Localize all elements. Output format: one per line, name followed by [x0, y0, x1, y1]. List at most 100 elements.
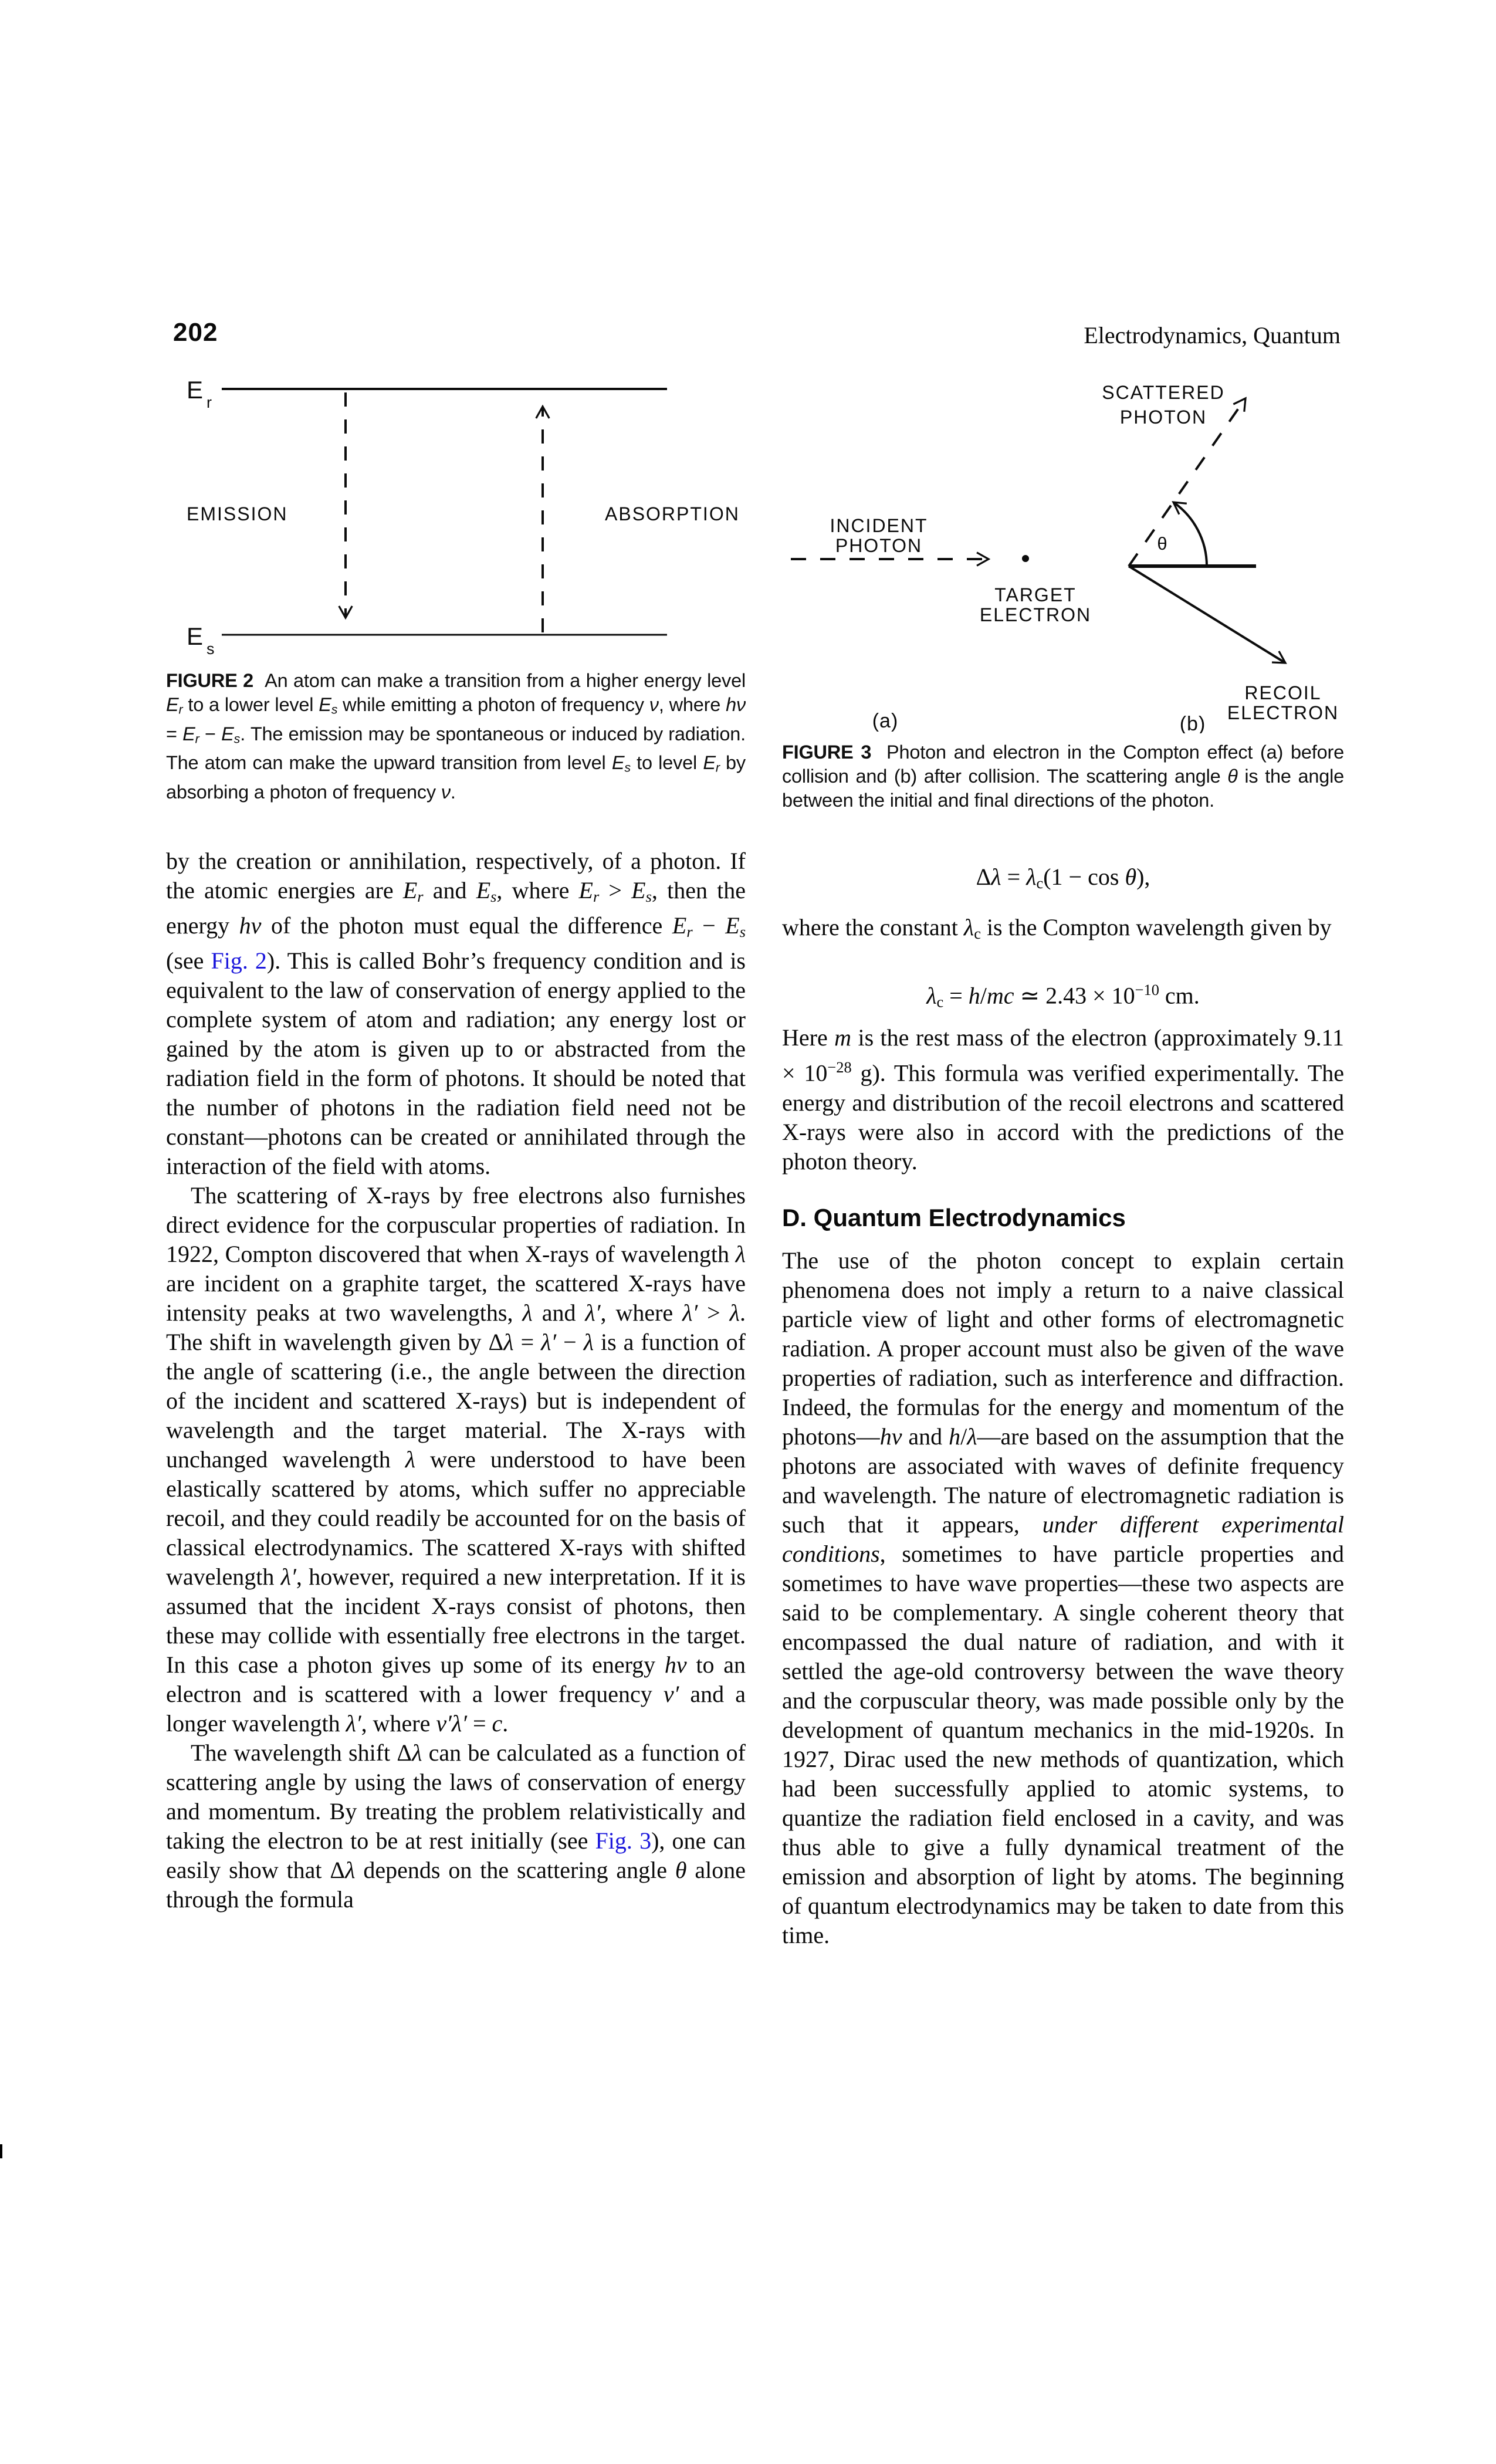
text-run: , then the energy [166, 877, 746, 939]
text-run: λ [405, 1446, 416, 1473]
section-heading-quantum-electrodynamics: D. Quantum Electrodynamics [782, 1204, 1126, 1231]
target-electron-label-line1: TARGET [994, 584, 1076, 605]
text-run: − [556, 1328, 584, 1355]
page-number: 202 [173, 318, 218, 347]
text-run: is the Compton wavelength given by [980, 914, 1332, 940]
text-run: , where [658, 694, 726, 715]
text-run: ν′λ′ [436, 1710, 467, 1737]
paragraph-compton-scattering: The scattering of X-rays by free electro… [166, 1181, 746, 1738]
figure-cross-reference-link[interactable]: Fig. 3 [595, 1827, 652, 1854]
scattered-photon-label-line2: PHOTON [1120, 407, 1207, 428]
text-run: depends on the scattering angle [355, 1856, 675, 1883]
text-run: ν′ [663, 1680, 679, 1707]
text-run: λ [583, 1328, 594, 1355]
text-run: An atom can make a transition from a hig… [253, 670, 746, 691]
text-run: = [166, 723, 183, 744]
text-run: λ′ [280, 1563, 296, 1590]
text-run: θ [1125, 864, 1137, 890]
figure2-energy-level-diagram: E r E s EMISSION ABSORPTION [187, 376, 740, 657]
text-run: Δ [488, 1328, 504, 1355]
text-run: λ [1026, 864, 1037, 890]
paragraph-wavelength-shift: The wavelength shift Δλ can be calculate… [166, 1738, 746, 1914]
text-run: alone through the formula [166, 1856, 746, 1913]
text-run: E [611, 752, 625, 774]
panel-b-label: (b) [1180, 713, 1206, 733]
text-run: ν [649, 694, 659, 715]
text-run: and a longer wavelength [166, 1680, 746, 1737]
text-run: c [974, 924, 981, 942]
where-constant-text: where the constant λc is the Compton wav… [782, 913, 1344, 948]
incident-photon-label-line1: INCIDENT [830, 515, 928, 536]
text-run: The wavelength shift [191, 1739, 397, 1766]
text-run: λ [967, 1423, 977, 1450]
text-run: s [645, 887, 652, 905]
text-run: Photon and electron in the Compton effec… [782, 742, 1344, 787]
text-run: E [221, 723, 234, 744]
text-run: . The shift in wavelength given by [166, 1299, 746, 1355]
text-run: / [960, 1423, 967, 1450]
text-run: , sometimes to have particle properties … [782, 1541, 1344, 1948]
text-run: to a lower level [182, 694, 319, 715]
figure-cross-reference-link[interactable]: Fig. 2 [211, 947, 267, 974]
text-run: r [593, 887, 600, 905]
text-run: Here [782, 1024, 835, 1051]
target-electron-label-line2: ELECTRON [980, 604, 1091, 625]
equation-compton-wavelength: λc = h/mc ≃ 2.43 × 10−10 cm. [782, 975, 1344, 1016]
text-run: = [466, 1710, 492, 1737]
text-run: cm. [1159, 982, 1200, 1009]
text-run: ), one can easily show that [166, 1827, 746, 1883]
upper-level-subscript: r [207, 394, 212, 411]
text-run: E [631, 877, 646, 903]
recoil-electron-label-line1: RECOIL [1244, 682, 1321, 703]
text-run: λ [503, 1328, 514, 1355]
text-run: r [686, 922, 693, 940]
lower-level-label: E [187, 622, 203, 650]
figure2-caption: FIGURE 2 An atom can make a transition f… [166, 669, 746, 804]
text-run: λ′ [541, 1328, 557, 1355]
text-run: λ [963, 914, 974, 940]
scattered-photon-label-line1: SCATTERED [1102, 382, 1224, 403]
text-run: are incident on a graphite target, the s… [166, 1270, 746, 1326]
rest-mass-paragraph: Here m is the rest mass of the electron … [782, 1023, 1344, 1176]
text-run: Δ [330, 1856, 346, 1883]
figure3-compton-effect-diagram: INCIDENT PHOTON TARGET ELECTRON (a) θ SC… [791, 382, 1338, 733]
text-run: > [698, 1299, 730, 1326]
text-run: E [476, 877, 491, 903]
text-run: λ′ [346, 1710, 361, 1737]
upper-level-label: E [187, 376, 203, 404]
text-run: were understood to have been elastically… [166, 1446, 746, 1590]
text-run: h [968, 982, 980, 1009]
text-run: by absorbing a photon of frequency [166, 752, 746, 803]
text-run: s [331, 702, 338, 717]
text-run: and [902, 1423, 949, 1450]
text-run: / [980, 982, 987, 1009]
text-run: is the angle between the initial and fin… [782, 766, 1344, 811]
scattering-angle-arc [1172, 501, 1208, 567]
text-run: ≃ 2.43 × 10 [1014, 982, 1135, 1009]
text-run: —are based on the assumption that the ph… [782, 1423, 1344, 1538]
text-run: by the creation or annihilation, respect… [166, 848, 746, 903]
text-run: (see [166, 947, 211, 974]
text-run: λ [412, 1739, 422, 1766]
text-run: . [502, 1710, 509, 1737]
text-run: −10 [1135, 981, 1159, 999]
absorption-label: ABSORPTION [605, 503, 740, 524]
text-run: r [195, 732, 199, 746]
text-run: hν [664, 1651, 687, 1678]
text-run: = [943, 982, 969, 1009]
text-run: > [599, 877, 632, 903]
text-run: FIGURE 2 [166, 670, 254, 691]
paragraph-photon-creation: by the creation or annihilation, respect… [166, 847, 746, 1181]
text-run: where the constant [782, 914, 964, 940]
text-run: r [178, 702, 183, 717]
text-run: s [233, 732, 241, 746]
text-run: E [578, 877, 593, 903]
target-electron-dot [1022, 555, 1029, 562]
text-run: ). This is called Bohr’s frequency condi… [166, 947, 746, 1179]
text-run: while emitting a photon of frequency [337, 694, 649, 715]
text-run: (1 − cos [1043, 864, 1125, 890]
text-run: − [199, 723, 222, 744]
text-run: , where [361, 1710, 436, 1737]
text-run: Δ [397, 1739, 412, 1766]
